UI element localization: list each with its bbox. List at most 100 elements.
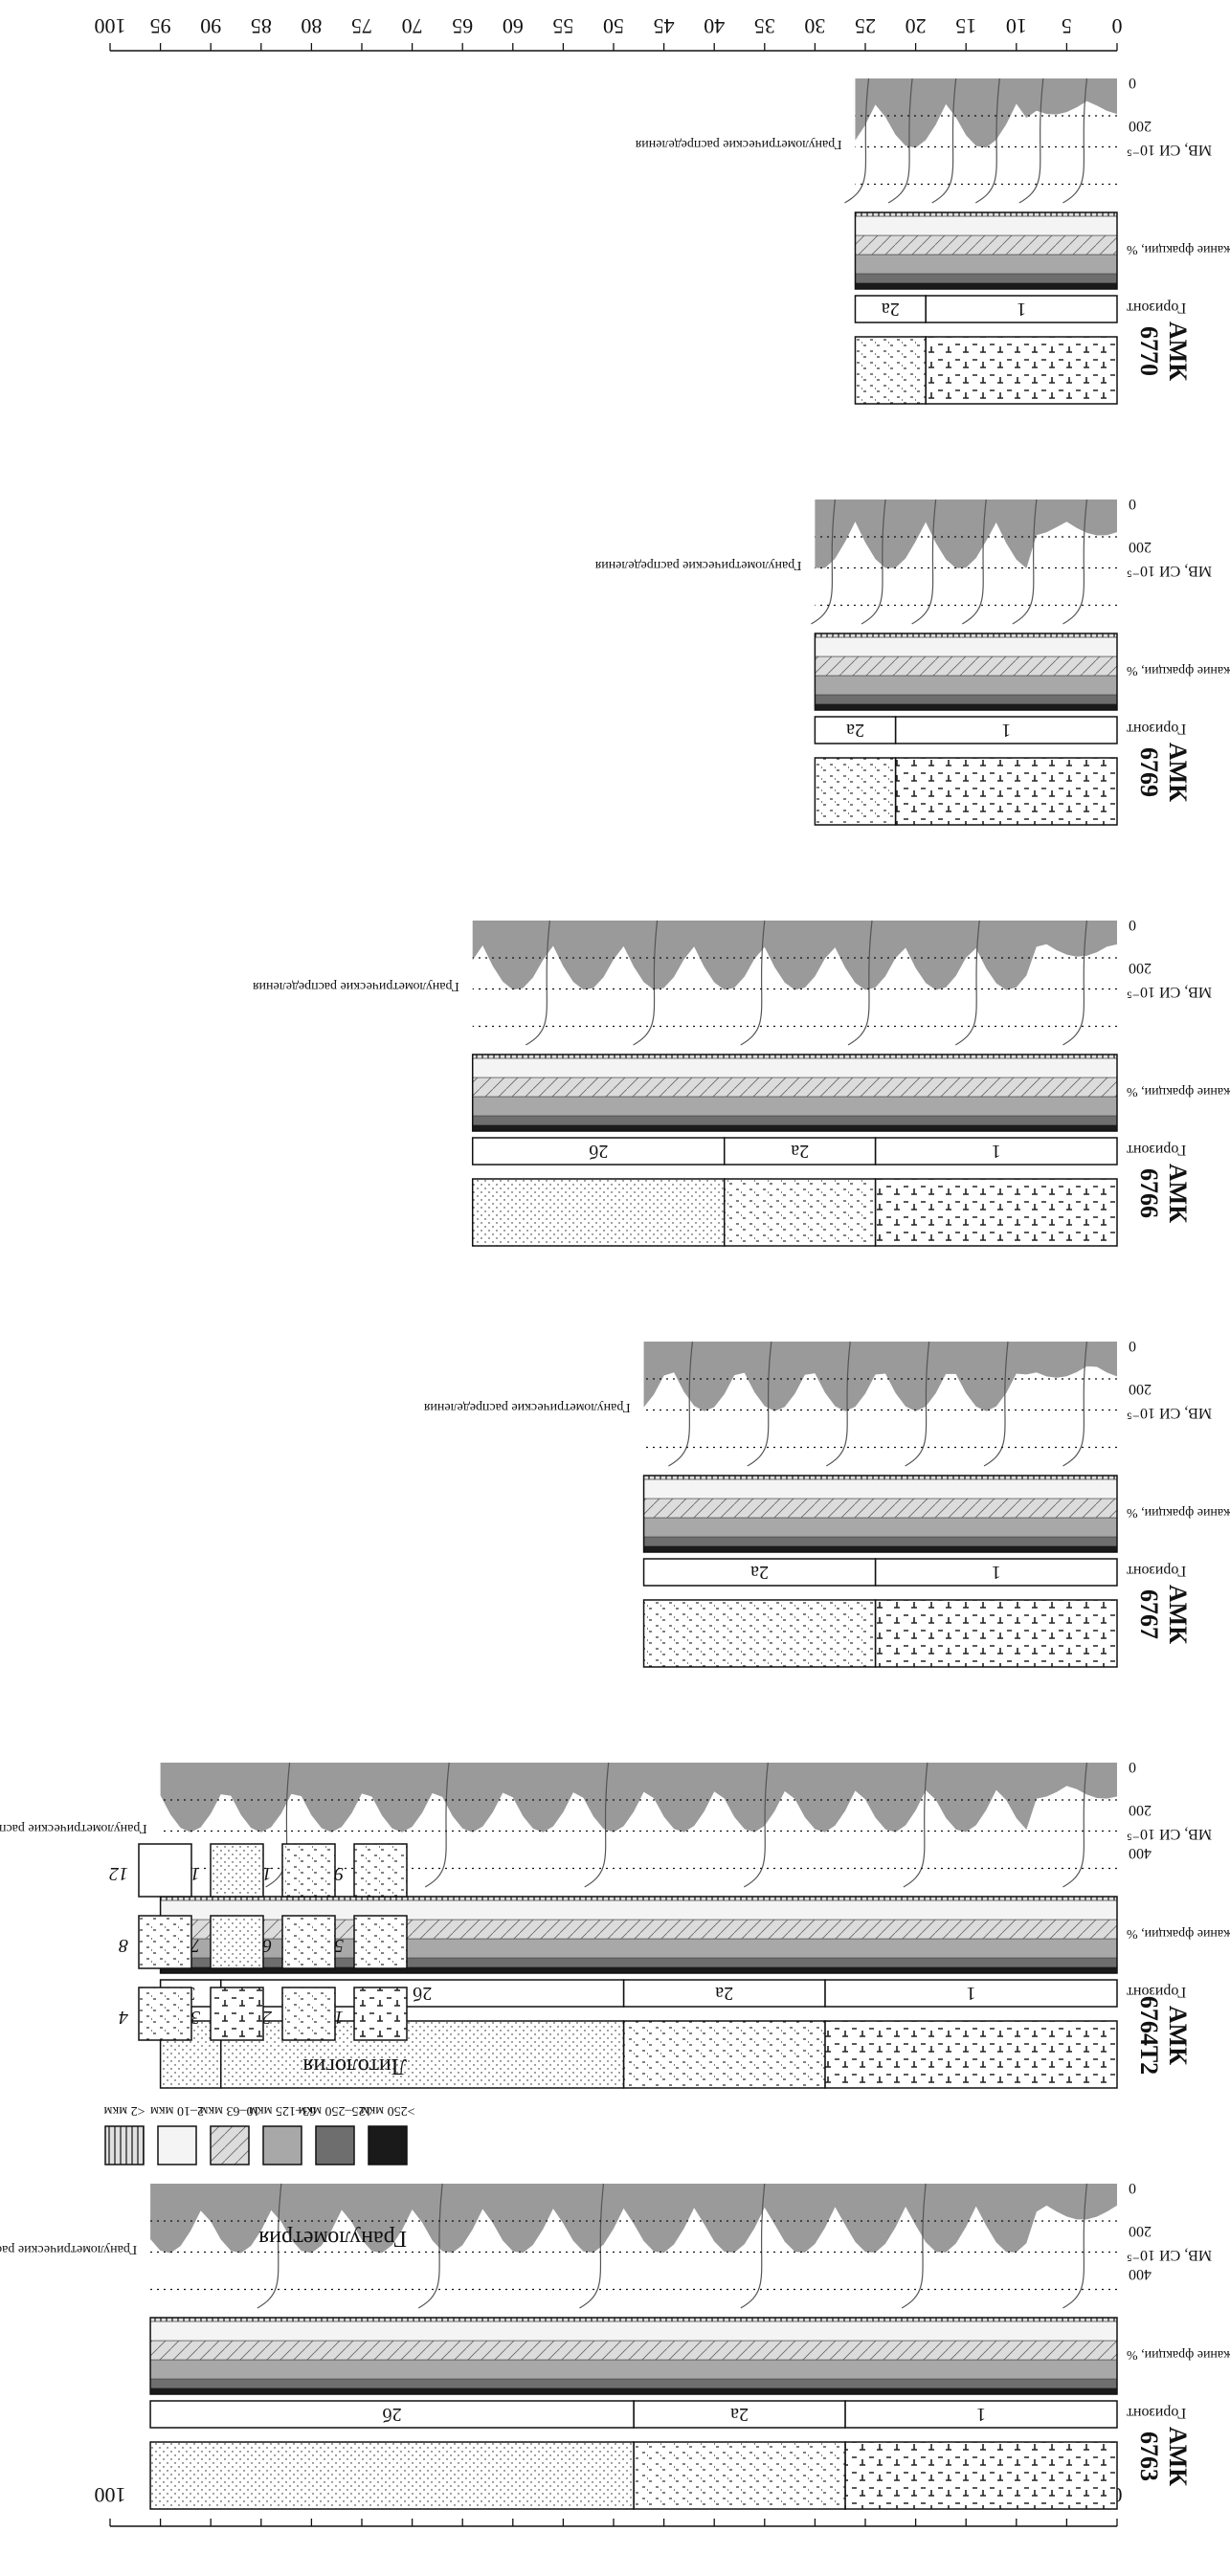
- axis-tick-label: 5: [1062, 14, 1072, 38]
- grain-curve: [633, 920, 659, 1046]
- horizon-label: 2а: [791, 1141, 809, 1162]
- axis-tick-label: 40: [704, 14, 725, 38]
- grain-curve: [584, 1762, 610, 1888]
- ms-tick: 0: [1129, 917, 1136, 933]
- horizon-cell: [894, 716, 1118, 744]
- grain-curve: [1062, 1341, 1088, 1467]
- axis-tick-label: 30: [804, 14, 825, 38]
- horizon-cell: [633, 2400, 846, 2429]
- grain-title: Гранулометрические распределения: [423, 1400, 630, 1414]
- axis-title: Длина колонки, см: [510, 0, 720, 4]
- fraction-band: [472, 1124, 1118, 1132]
- core-name: АМК: [1164, 322, 1192, 381]
- grain-curve: [740, 920, 766, 1046]
- legend-lithology-swatch: [210, 1987, 264, 2041]
- horizon-cell: [471, 1137, 726, 1166]
- axis-tick-label: 100: [95, 2483, 126, 2507]
- horizon-title: Горизонт: [1127, 2405, 1186, 2421]
- fraction-band: [643, 1478, 1118, 1499]
- core-name: АМК: [1164, 1164, 1192, 1223]
- ms-tick: 200: [1129, 2223, 1152, 2239]
- grain-curve: [1062, 2183, 1088, 2309]
- fraction-band: [472, 1077, 1118, 1098]
- grain-curve: [1062, 920, 1088, 1046]
- legend-lithology-number: 3: [190, 2007, 201, 2028]
- ms-area: [815, 500, 1117, 568]
- legend-swatch: [157, 2125, 197, 2165]
- axis-tick-label: 95: [150, 14, 171, 38]
- legend-granulometry-label: 63–125 мкм: [249, 2103, 316, 2118]
- ms-tick: 0: [1129, 496, 1136, 512]
- lithology-layer: [723, 1178, 877, 1247]
- fraction-band: [472, 1057, 1118, 1078]
- fraction-band: [815, 694, 1118, 704]
- grain-curve: [526, 920, 550, 1046]
- ms-area: [855, 78, 1117, 148]
- ms-area: [150, 2184, 1117, 2254]
- horizon-cell: [723, 1137, 877, 1166]
- fraction-band: [643, 1536, 1118, 1546]
- horizon-label: 2а: [715, 1983, 733, 2004]
- axis-tick-label: 100: [95, 14, 126, 38]
- fraction-band: [815, 675, 1118, 696]
- core-name: АМК: [1164, 743, 1192, 802]
- axis-tick-label: 55: [552, 14, 573, 38]
- legend-lithology-swatch: [281, 1987, 336, 2041]
- horizon-title: Горизонт: [1127, 300, 1186, 316]
- legend-granulometry-title: Гранулометрия: [258, 2226, 407, 2251]
- fraction-frame: [642, 1475, 1118, 1553]
- ms-tick: 200: [1129, 1802, 1152, 1818]
- fraction-band: [643, 1498, 1118, 1519]
- horizon-label: 1: [1001, 720, 1011, 741]
- horizon-cell: [622, 1979, 826, 2008]
- horizon-title: Горизонт: [1127, 1984, 1186, 2000]
- fraction-frame: [149, 2317, 1118, 2395]
- core-number: 6769: [1135, 747, 1163, 797]
- ms-tick: 0: [1129, 75, 1136, 91]
- grain-curve: [257, 2183, 282, 2309]
- fraction-band: [472, 1115, 1118, 1125]
- horizon-cell: [824, 1979, 1118, 2008]
- fraction-band: [149, 2340, 1118, 2361]
- ms-title: МВ, СИ 10⁻⁵: [1127, 1826, 1212, 1842]
- grain-curve: [579, 2183, 605, 2309]
- ms-tick: 200: [1129, 1381, 1152, 1397]
- fraction-band: [643, 1517, 1118, 1538]
- legend-granulometry-label: 10–63 мкм: [199, 2103, 259, 2118]
- fraction-band: [855, 215, 1118, 236]
- ms-tick: 200: [1129, 960, 1152, 976]
- legend-lithology-title: Литология: [302, 2054, 407, 2078]
- horizon-label: 2а: [750, 1562, 769, 1583]
- fraction-band: [855, 273, 1118, 283]
- grain-curve: [1018, 78, 1044, 204]
- legend-lithology-swatch: [210, 1843, 264, 1898]
- core-name: АМК: [1164, 1585, 1192, 1644]
- legend-swatch: [262, 2125, 302, 2165]
- axis-tick-label: 60: [503, 14, 524, 38]
- grain-curve: [887, 78, 913, 204]
- legend-lithology-swatch: [353, 1987, 408, 2041]
- ms-title: МВ, СИ 10⁻⁵: [1127, 142, 1212, 158]
- fraction-band: [149, 2378, 1118, 2388]
- lithology-layer: [219, 2020, 625, 2089]
- legend-granulometry-label: 125–250 мкм: [298, 2103, 371, 2118]
- horizon-title: Горизонт: [1127, 1142, 1186, 1158]
- core-name: АМК: [1164, 2006, 1192, 2065]
- fraction-frame: [471, 1054, 1118, 1132]
- fraction-band: [149, 2359, 1118, 2380]
- grain-curve: [844, 78, 870, 204]
- lithology-layer: [622, 2020, 826, 2089]
- fraction-band: [815, 636, 1118, 657]
- lithology-layer: [844, 2441, 1118, 2510]
- ms-tick: 0: [1129, 2180, 1136, 2196]
- legend-lithology-swatch: [138, 1987, 192, 2041]
- ms-tick: 200: [1129, 539, 1152, 555]
- lithology-layer: [633, 2441, 846, 2510]
- legend-lithology-number: 9: [334, 1863, 344, 1884]
